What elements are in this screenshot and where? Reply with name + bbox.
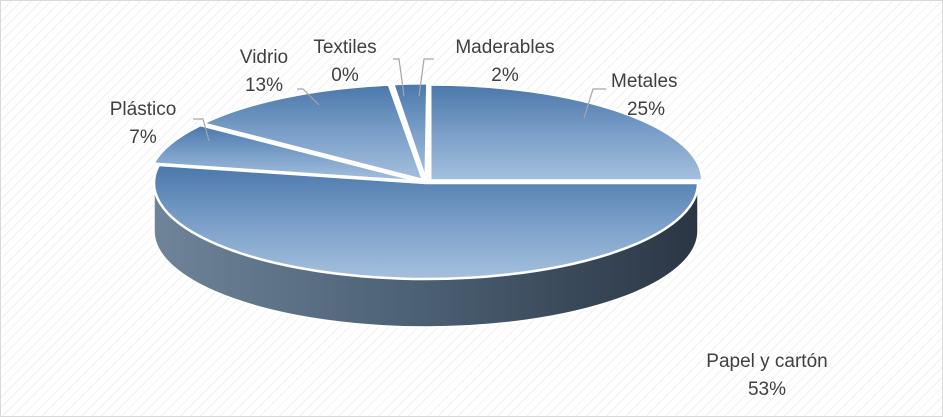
slice-value-maderables: 2% (491, 65, 519, 86)
slice-papel-y-carton (152, 163, 700, 281)
leader-line-vidrio (297, 88, 320, 106)
slice-value-papel-y-carton: 53% (748, 379, 786, 400)
slice-value-plastico: 7% (129, 127, 157, 148)
leader-line-metales (583, 88, 606, 119)
slice-label-vidrio: Vidrio (240, 47, 288, 68)
slice-maderables (391, 82, 429, 181)
slice-label-maderables: Maderables (455, 37, 554, 58)
slice-label-metales: Metales (611, 71, 678, 92)
slice-metales (428, 83, 704, 182)
slice-label-papel-y-carton: Papel y cartón (706, 351, 827, 372)
slice-plastico (152, 123, 422, 183)
slice-label-plastico: Plástico (110, 99, 177, 120)
leader-line-maderables (418, 58, 434, 97)
slice-vidrio (201, 83, 425, 182)
slice-value-metales: 25% (627, 99, 665, 120)
slice-label-textiles: Textiles (313, 37, 376, 58)
leader-line-textiles (393, 58, 405, 97)
slice-value-vidrio: 13% (245, 75, 283, 96)
leader-line-plastico (193, 118, 210, 142)
slice-value-textiles: 0% (331, 65, 359, 86)
